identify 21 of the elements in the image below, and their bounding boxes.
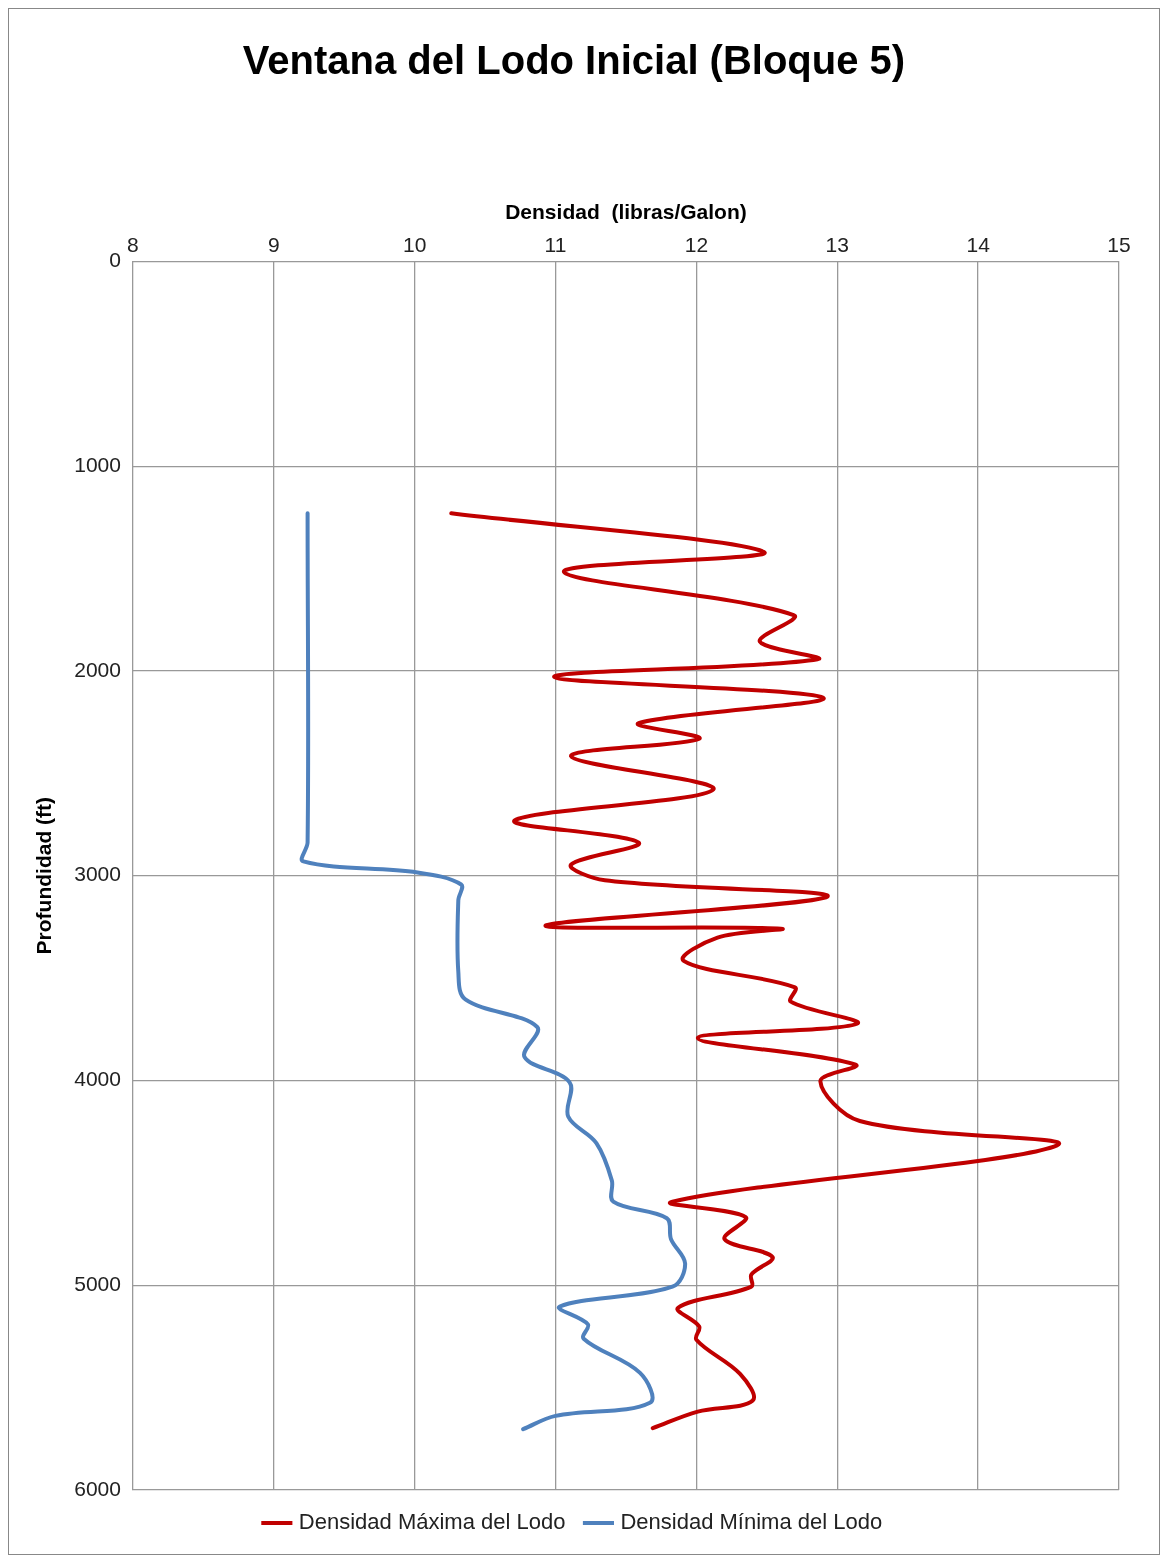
y-tick-label: 2000 bbox=[74, 657, 121, 681]
x-tick-label: 13 bbox=[825, 232, 849, 256]
y-tick-label: 4000 bbox=[74, 1067, 121, 1091]
y-tick-label: 0 bbox=[109, 248, 121, 272]
y-tick-label: 1000 bbox=[74, 452, 121, 476]
x-tick-label: 14 bbox=[966, 232, 991, 256]
y-axis-title: Profundidad (ft) bbox=[32, 796, 56, 955]
x-tick-label: 11 bbox=[544, 232, 567, 256]
line-series bbox=[301, 511, 688, 1432]
x-tick-label: 12 bbox=[684, 232, 709, 256]
x-tick-label: 9 bbox=[267, 232, 280, 256]
y-tick-label: 3000 bbox=[74, 862, 121, 886]
x-tick-label: 8 bbox=[127, 232, 139, 256]
legend-label: Densidad Mínima del Lodo bbox=[620, 1509, 883, 1535]
x-axis-title: Densidad (libras/Galon) bbox=[505, 200, 747, 224]
legend-label: Densidad Máxima del Lodo bbox=[298, 1509, 566, 1535]
chart-title: Ventana del Lodo Inicial (Bloque 5) bbox=[242, 38, 906, 83]
x-tick-label: 10 bbox=[402, 232, 427, 256]
y-tick-label: 6000 bbox=[74, 1476, 121, 1500]
x-tick-label: 15 bbox=[1107, 232, 1131, 256]
y-tick-label: 5000 bbox=[74, 1272, 121, 1296]
